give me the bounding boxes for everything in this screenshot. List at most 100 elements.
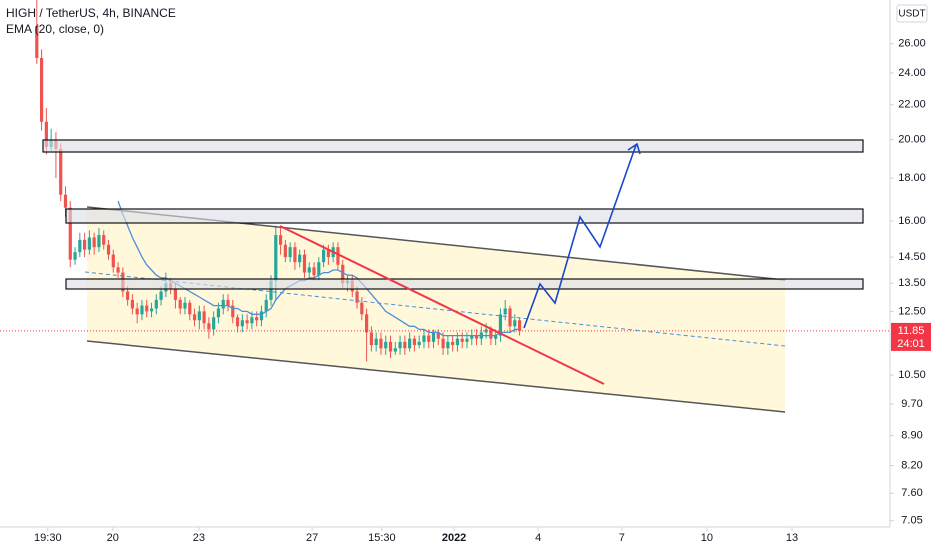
candle-body bbox=[87, 237, 91, 250]
candle-body bbox=[59, 148, 63, 195]
candle-body bbox=[360, 302, 364, 315]
y-tick-label: 18.00 bbox=[898, 172, 926, 184]
x-tick-label: 27 bbox=[306, 532, 318, 544]
y-tick-label: 24.00 bbox=[898, 67, 926, 79]
candle-body bbox=[470, 335, 474, 339]
x-tick-label: 7 bbox=[619, 532, 625, 544]
candle-body bbox=[441, 338, 445, 349]
trend-line bbox=[279, 225, 605, 385]
zone-box bbox=[65, 208, 864, 224]
candle-body bbox=[365, 314, 369, 333]
candle-body bbox=[489, 329, 493, 339]
candle-body bbox=[431, 332, 436, 342]
candle-body bbox=[398, 341, 402, 349]
candle-body bbox=[369, 332, 373, 346]
candle-body bbox=[92, 237, 96, 248]
candle-body bbox=[498, 314, 503, 336]
candle-body bbox=[245, 320, 249, 324]
candle-body bbox=[83, 239, 87, 250]
candle-body bbox=[63, 194, 68, 208]
last-price-label: 11.85 bbox=[898, 325, 925, 337]
y-tick-label: 22.00 bbox=[898, 99, 926, 111]
y-tick-label: 13.50 bbox=[898, 277, 926, 289]
candle-body bbox=[513, 320, 517, 327]
candle-body bbox=[183, 302, 187, 309]
candle-body bbox=[427, 335, 431, 342]
currency-box[interactable] bbox=[896, 4, 928, 23]
x-tick-label: 15:30 bbox=[368, 532, 396, 544]
candle-body bbox=[422, 335, 426, 342]
candle-body bbox=[116, 267, 120, 273]
candle-body bbox=[221, 299, 225, 309]
candle-body bbox=[159, 291, 163, 300]
candle-body bbox=[264, 299, 268, 312]
candle-body bbox=[149, 308, 154, 312]
candle-body bbox=[417, 341, 421, 346]
candle-body bbox=[412, 338, 417, 346]
drawings-front bbox=[42, 139, 864, 413]
candle-body bbox=[336, 247, 340, 265]
candle-body bbox=[231, 305, 235, 318]
candle-body bbox=[278, 235, 283, 245]
candle-body bbox=[202, 311, 206, 324]
x-tick-label: 10 bbox=[701, 532, 713, 544]
projection-arrow bbox=[523, 144, 637, 329]
candle-body bbox=[326, 249, 330, 258]
candle-body bbox=[517, 320, 522, 331]
y-tick-label: 10.50 bbox=[898, 369, 926, 381]
last-price-box bbox=[891, 322, 931, 351]
y-tick-label: 16.00 bbox=[898, 215, 926, 227]
candle-body bbox=[302, 254, 307, 273]
candle-body bbox=[312, 267, 316, 276]
candle-body bbox=[212, 317, 216, 330]
candle-body bbox=[106, 244, 111, 255]
candle-body bbox=[250, 317, 254, 324]
candle-body bbox=[460, 338, 464, 342]
candle-body bbox=[494, 335, 498, 339]
channel-fill bbox=[87, 208, 785, 412]
candle-body bbox=[451, 341, 455, 346]
candle-body bbox=[44, 121, 48, 147]
candle-body bbox=[73, 252, 77, 260]
candle-body bbox=[288, 247, 292, 258]
candle-body bbox=[39, 58, 44, 122]
candle-body bbox=[145, 305, 149, 312]
candle-body bbox=[307, 267, 311, 273]
x-tick-label: 19:30 bbox=[34, 532, 62, 544]
candle-body bbox=[393, 348, 397, 352]
candle-body bbox=[283, 244, 287, 258]
y-tick-label: 9.70 bbox=[901, 398, 922, 410]
candle-body bbox=[173, 288, 178, 300]
x-tick-label: 4 bbox=[535, 532, 541, 544]
candle-body bbox=[388, 341, 393, 352]
candle-body bbox=[379, 338, 383, 349]
countdown-label: 24:01 bbox=[897, 338, 925, 350]
zone-box bbox=[42, 139, 864, 153]
channel-mid bbox=[84, 271, 786, 347]
candle-body bbox=[140, 305, 144, 315]
y-tick-label: 8.20 bbox=[901, 459, 922, 471]
candle-body bbox=[293, 247, 297, 263]
candle-body bbox=[102, 235, 106, 245]
y-tick-label: 7.05 bbox=[901, 515, 922, 527]
candle-body bbox=[384, 341, 388, 349]
arrow-head bbox=[627, 142, 641, 155]
candle-body bbox=[255, 317, 259, 321]
candle-body bbox=[130, 299, 135, 309]
candle-body bbox=[259, 311, 264, 321]
candle-body bbox=[355, 291, 359, 303]
candle-body bbox=[135, 308, 139, 315]
candle-body bbox=[269, 280, 273, 300]
x-tick-label: 2022 bbox=[442, 532, 466, 544]
candle-body bbox=[207, 323, 211, 330]
y-tick-label: 8.90 bbox=[901, 429, 922, 441]
candle-body bbox=[97, 235, 101, 248]
candle-body bbox=[274, 235, 278, 281]
candle-body bbox=[408, 338, 412, 349]
candle-body bbox=[321, 249, 326, 263]
y-tick-label: 7.60 bbox=[901, 487, 922, 499]
candle-body bbox=[503, 308, 507, 315]
y-tick-label: 14.50 bbox=[898, 251, 926, 263]
